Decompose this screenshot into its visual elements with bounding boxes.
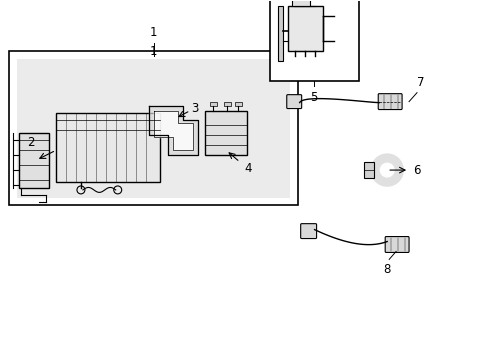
- Text: 1: 1: [149, 26, 157, 39]
- Text: 4: 4: [244, 162, 251, 175]
- Text: 2: 2: [27, 136, 35, 149]
- Text: 5: 5: [309, 91, 317, 104]
- Bar: [209, 102, 216, 105]
- Bar: [56, 113, 160, 182]
- FancyBboxPatch shape: [385, 237, 408, 252]
- Circle shape: [380, 163, 393, 177]
- Text: 8: 8: [383, 264, 390, 276]
- Circle shape: [370, 154, 402, 186]
- FancyBboxPatch shape: [300, 224, 316, 239]
- Bar: [205, 111, 246, 155]
- Bar: [269, 0, 359, 81]
- Bar: [223, 102, 230, 105]
- Bar: [291, 0, 309, 6]
- Polygon shape: [277, 6, 282, 61]
- Text: 7: 7: [416, 76, 424, 89]
- FancyBboxPatch shape: [286, 95, 301, 109]
- Bar: [9, 51, 297, 205]
- Bar: [364, 162, 373, 178]
- Text: 3: 3: [191, 102, 199, 115]
- FancyBboxPatch shape: [377, 94, 401, 109]
- Bar: [19, 133, 49, 188]
- Bar: [287, 6, 322, 51]
- Polygon shape: [153, 111, 193, 150]
- Bar: [17, 59, 289, 198]
- Text: 1: 1: [149, 45, 157, 58]
- Bar: [234, 102, 241, 105]
- Polygon shape: [148, 105, 198, 155]
- Text: 6: 6: [412, 163, 420, 176]
